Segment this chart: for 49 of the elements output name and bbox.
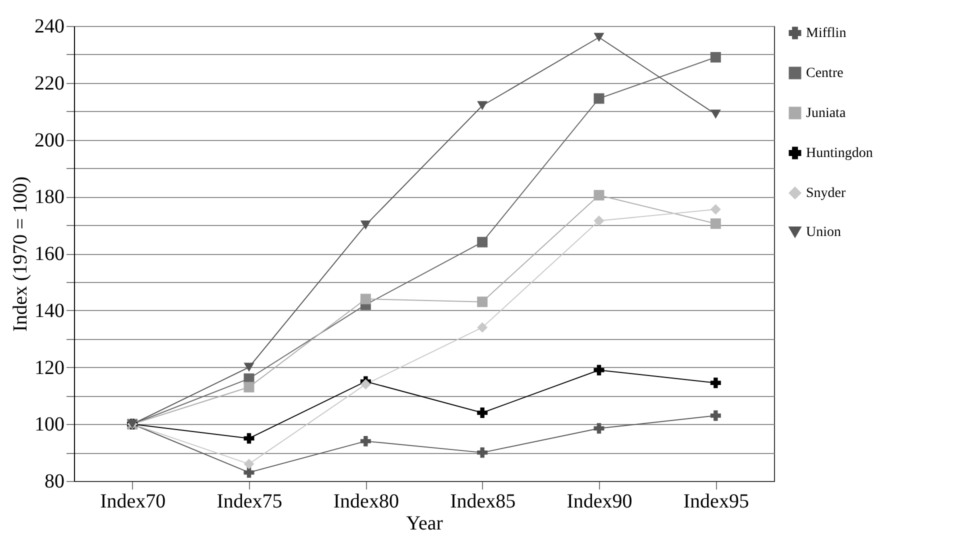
- legend-label: Union: [806, 225, 841, 240]
- y-tick-label: 140: [34, 300, 64, 322]
- point: [710, 204, 721, 215]
- point: [594, 216, 604, 226]
- point: [594, 364, 604, 376]
- point: [710, 378, 721, 388]
- point: [710, 410, 721, 421]
- point: [710, 52, 721, 63]
- x-tick-label: Index85: [450, 490, 516, 512]
- x-tick-label: Index80: [333, 490, 399, 512]
- point: [710, 110, 721, 119]
- y-tick-label: 200: [34, 129, 64, 152]
- legend-label: Centre: [806, 66, 844, 81]
- y-tick-label: 180: [34, 186, 64, 208]
- x-tick-label: Index90: [566, 490, 632, 512]
- y-tick-label: 160: [34, 243, 64, 265]
- y-tick-label: 120: [34, 356, 64, 379]
- x-tick-label: Index95: [683, 490, 749, 512]
- point: [477, 236, 488, 248]
- point: [477, 408, 488, 418]
- point: [477, 447, 488, 458]
- point: [360, 294, 371, 304]
- y-tick-label: 100: [34, 414, 64, 436]
- point: [360, 436, 371, 446]
- legend-label: Huntingdon: [806, 146, 873, 161]
- x-tick-label: Index75: [216, 490, 282, 512]
- y-axis-title: Index (1970 = 100): [10, 176, 32, 332]
- point: [594, 32, 604, 42]
- point: [360, 220, 371, 230]
- y-tick-label: 220: [34, 72, 64, 94]
- point: [244, 433, 254, 444]
- point: [594, 423, 604, 434]
- point: [244, 382, 254, 392]
- point: [477, 322, 488, 333]
- point: [360, 379, 371, 390]
- x-axis-title: Year: [406, 512, 444, 534]
- point: [594, 93, 604, 104]
- legend-label: Mifflin: [806, 26, 846, 41]
- legend-label: Juniata: [806, 106, 846, 121]
- point: [710, 218, 721, 229]
- point: [477, 296, 488, 308]
- point: [244, 362, 254, 372]
- point: [594, 190, 604, 200]
- x-tick-label: Index70: [100, 490, 166, 512]
- point: [477, 101, 488, 110]
- y-tick-label: 80: [44, 470, 64, 492]
- point: [244, 458, 254, 470]
- legend-label: Snyder: [806, 186, 846, 201]
- y-tick-label: 240: [34, 16, 64, 38]
